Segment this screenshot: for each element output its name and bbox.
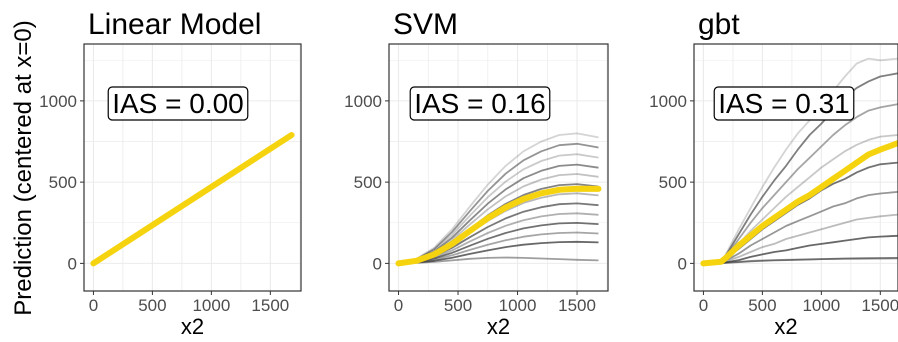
ias-annotation-box [409,86,551,121]
panel-background [84,44,301,291]
y-tick-label: 500 [49,173,77,192]
x-tick-label: 500 [444,296,472,315]
y-tick-label: 0 [68,254,77,273]
ias-annotation-text: IAS = 0.00 [112,88,244,119]
ias-annotation: IAS = 0.16 [409,86,551,121]
panel-background [694,44,898,291]
ias-annotation: IAS = 0.00 [107,86,249,121]
ice-line [703,257,898,265]
ice-line [703,213,898,265]
x-tick-label: 1500 [558,296,596,315]
ice-line [703,257,898,265]
x-tick-label: 1000 [499,296,537,315]
x-tick-label: 500 [748,296,776,315]
y-tick-label: 1000 [344,92,382,111]
x-tick-label: 1000 [802,296,840,315]
ias-annotation-text: IAS = 0.31 [718,88,850,119]
panel-title: Linear Model [88,8,261,41]
ice-line [398,240,599,265]
series-group [90,132,295,267]
ice-line [398,256,599,265]
x-tick-label: 1500 [251,296,289,315]
panel-background [389,44,608,291]
series-group [395,132,602,267]
average-line [90,132,295,267]
x-tick-label: 1500 [861,296,898,315]
ice-line [398,142,599,265]
ias-annotation-box [713,86,855,121]
ice-line [398,132,599,265]
x-axis-label: x2 [181,314,204,337]
panel-border [388,43,609,292]
x-tick-label: 1000 [192,296,230,315]
panel-3: 0 500 1000 1500 0 500 1000 x2 gbt IAS = 0.31 [649,8,898,339]
x-tick-label: 0 [394,296,403,315]
x-axis-label: x2 [487,314,510,337]
series-group [700,57,898,267]
y-tick-label: 0 [678,254,687,273]
panel-border [693,43,898,292]
ice-line [703,57,898,265]
ias-annotation-box [107,86,249,121]
ice-line [398,231,599,265]
ias-annotation: IAS = 0.31 [713,86,855,121]
ias-annotation-text: IAS = 0.16 [414,88,546,119]
y-tick-label: 1000 [39,92,77,111]
shared-ylabel: Prediction (centered at x=0) [10,20,37,316]
panel-border [83,43,302,292]
x-tick-label: 0 [89,296,98,315]
ice-line [703,103,898,265]
average-line [395,185,602,267]
x-tick-label: 0 [699,296,708,315]
average-line [700,140,898,267]
ice-line [398,222,599,265]
ice-line [703,72,898,265]
ice-line [703,191,898,265]
x-axis-label: x2 [774,314,797,337]
x-tick-label: 500 [138,296,166,315]
y-tick-label: 0 [373,254,382,273]
ice-line [703,234,898,265]
panel-title: SVM [393,8,458,41]
y-tick-label: 500 [354,173,382,192]
y-tick-label: 500 [659,173,687,192]
panel-title: gbt [698,8,740,41]
ice-line [398,153,599,265]
y-tick-label: 1000 [649,92,687,111]
